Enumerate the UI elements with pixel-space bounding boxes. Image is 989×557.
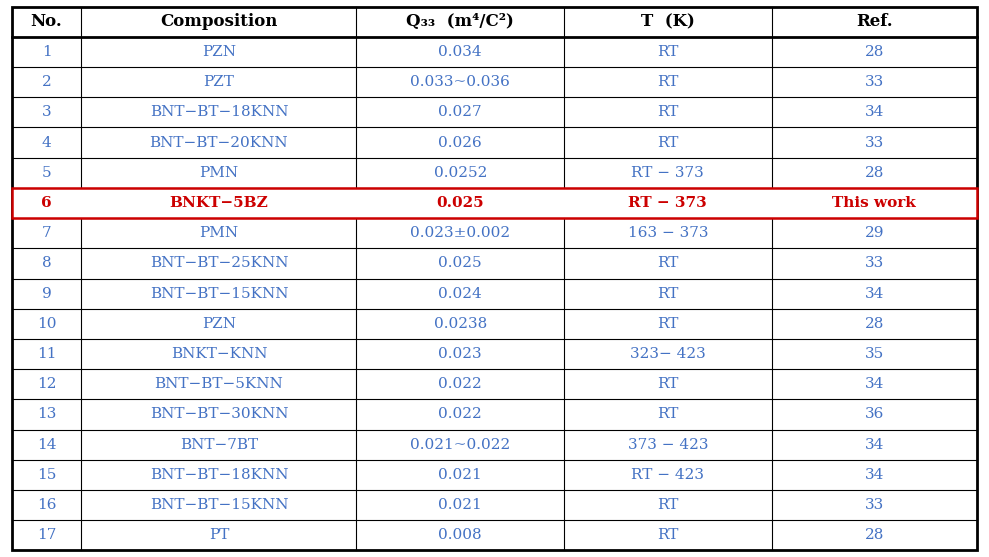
Text: BNKT−KNN: BNKT−KNN bbox=[171, 347, 267, 361]
Text: PT: PT bbox=[209, 528, 229, 542]
Text: BNT−BT−15KNN: BNT−BT−15KNN bbox=[149, 287, 288, 301]
Text: 34: 34 bbox=[864, 377, 884, 391]
Text: RT − 373: RT − 373 bbox=[631, 166, 704, 180]
Text: 16: 16 bbox=[37, 498, 56, 512]
Text: 0.0252: 0.0252 bbox=[433, 166, 487, 180]
Text: BNT−BT−30KNN: BNT−BT−30KNN bbox=[149, 407, 288, 422]
Text: 17: 17 bbox=[37, 528, 56, 542]
Text: RT: RT bbox=[657, 377, 678, 391]
Text: 10: 10 bbox=[37, 317, 56, 331]
Text: 35: 35 bbox=[864, 347, 884, 361]
Text: 33: 33 bbox=[864, 135, 884, 150]
Text: 28: 28 bbox=[864, 45, 884, 59]
Text: Composition: Composition bbox=[160, 13, 278, 30]
Text: 33: 33 bbox=[864, 75, 884, 89]
Text: BNT−BT−18KNN: BNT−BT−18KNN bbox=[149, 105, 288, 119]
Text: 0.022: 0.022 bbox=[438, 377, 482, 391]
Text: RT: RT bbox=[657, 407, 678, 422]
Text: 34: 34 bbox=[864, 468, 884, 482]
Text: 6: 6 bbox=[42, 196, 52, 210]
Bar bbox=[12, 188, 977, 218]
Text: RT: RT bbox=[657, 256, 678, 270]
Text: 163 − 373: 163 − 373 bbox=[627, 226, 708, 240]
Text: 0.024: 0.024 bbox=[438, 287, 482, 301]
Text: 0.033~0.036: 0.033~0.036 bbox=[410, 75, 510, 89]
Text: 33: 33 bbox=[864, 256, 884, 270]
Text: 0.0238: 0.0238 bbox=[433, 317, 487, 331]
Text: 28: 28 bbox=[864, 528, 884, 542]
Text: 15: 15 bbox=[37, 468, 56, 482]
Text: 0.026: 0.026 bbox=[438, 135, 482, 150]
Text: BNT−BT−20KNN: BNT−BT−20KNN bbox=[149, 135, 288, 150]
Text: 0.021~0.022: 0.021~0.022 bbox=[410, 438, 510, 452]
Text: Ref.: Ref. bbox=[856, 13, 893, 30]
Text: 34: 34 bbox=[864, 287, 884, 301]
Text: T  (K): T (K) bbox=[641, 13, 694, 30]
Text: 0.027: 0.027 bbox=[438, 105, 482, 119]
Text: PZT: PZT bbox=[204, 75, 234, 89]
Text: 2: 2 bbox=[42, 75, 51, 89]
Text: RT: RT bbox=[657, 317, 678, 331]
Text: 29: 29 bbox=[864, 226, 884, 240]
Text: BNT−BT−25KNN: BNT−BT−25KNN bbox=[149, 256, 288, 270]
Text: RT: RT bbox=[657, 75, 678, 89]
Text: 0.022: 0.022 bbox=[438, 407, 482, 422]
Text: 36: 36 bbox=[864, 407, 884, 422]
Text: 8: 8 bbox=[42, 256, 51, 270]
Text: BNT−7BT: BNT−7BT bbox=[180, 438, 258, 452]
Text: BNT−BT−18KNN: BNT−BT−18KNN bbox=[149, 468, 288, 482]
Text: 34: 34 bbox=[864, 105, 884, 119]
Text: 7: 7 bbox=[42, 226, 51, 240]
Text: BNKT−5BZ: BNKT−5BZ bbox=[169, 196, 268, 210]
Text: 3: 3 bbox=[42, 105, 51, 119]
Text: RT: RT bbox=[657, 105, 678, 119]
Text: Q₃₃  (m⁴/C²): Q₃₃ (m⁴/C²) bbox=[406, 13, 514, 30]
Text: 0.025: 0.025 bbox=[438, 256, 482, 270]
Text: PMN: PMN bbox=[200, 226, 238, 240]
Text: 5: 5 bbox=[42, 166, 51, 180]
Text: 373 − 423: 373 − 423 bbox=[627, 438, 708, 452]
Text: 0.021: 0.021 bbox=[438, 498, 482, 512]
Text: RT − 373: RT − 373 bbox=[628, 196, 707, 210]
Text: PMN: PMN bbox=[200, 166, 238, 180]
Text: PZN: PZN bbox=[202, 45, 236, 59]
Text: 323− 423: 323− 423 bbox=[630, 347, 705, 361]
Text: RT: RT bbox=[657, 135, 678, 150]
Text: RT: RT bbox=[657, 498, 678, 512]
Text: 34: 34 bbox=[864, 438, 884, 452]
Text: This work: This work bbox=[833, 196, 916, 210]
Text: BNT−BT−15KNN: BNT−BT−15KNN bbox=[149, 498, 288, 512]
Text: BNT−BT−5KNN: BNT−BT−5KNN bbox=[154, 377, 283, 391]
Text: RT: RT bbox=[657, 528, 678, 542]
Text: 28: 28 bbox=[864, 166, 884, 180]
Text: 12: 12 bbox=[37, 377, 56, 391]
Text: 0.023±0.002: 0.023±0.002 bbox=[410, 226, 510, 240]
Text: 14: 14 bbox=[37, 438, 56, 452]
Text: 0.034: 0.034 bbox=[438, 45, 482, 59]
Text: PZN: PZN bbox=[202, 317, 236, 331]
Text: 33: 33 bbox=[864, 498, 884, 512]
Text: 13: 13 bbox=[37, 407, 56, 422]
Text: 0.008: 0.008 bbox=[438, 528, 482, 542]
Text: 0.025: 0.025 bbox=[436, 196, 484, 210]
Text: 28: 28 bbox=[864, 317, 884, 331]
Text: 9: 9 bbox=[42, 287, 51, 301]
Text: 4: 4 bbox=[42, 135, 51, 150]
Text: 1: 1 bbox=[42, 45, 51, 59]
Text: No.: No. bbox=[31, 13, 62, 30]
Text: RT: RT bbox=[657, 45, 678, 59]
Text: 11: 11 bbox=[37, 347, 56, 361]
Text: RT: RT bbox=[657, 287, 678, 301]
Text: RT − 423: RT − 423 bbox=[631, 468, 704, 482]
Text: 0.021: 0.021 bbox=[438, 468, 482, 482]
Text: 0.023: 0.023 bbox=[438, 347, 482, 361]
